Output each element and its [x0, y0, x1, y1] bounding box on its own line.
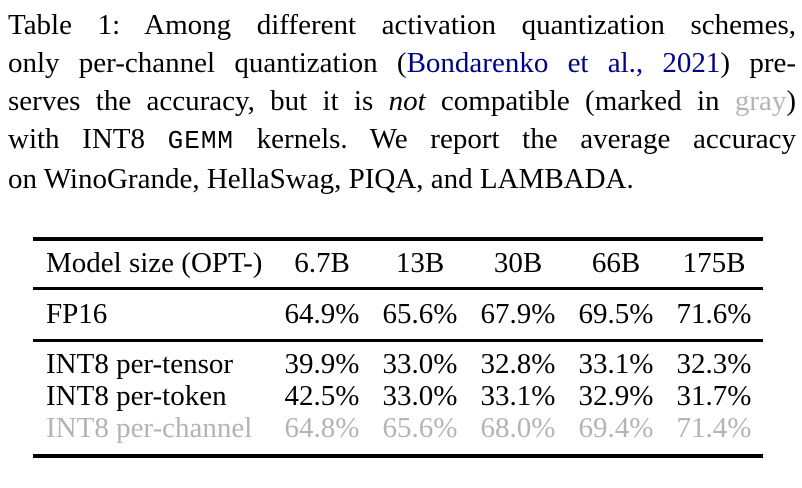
caption-line: Table 1: Among different activation quan… [8, 6, 796, 44]
caption-emphasis: not [388, 85, 426, 117]
caption-text: compatible (marked in [425, 85, 735, 117]
cell-value: 69.4% [578, 412, 654, 444]
cell-value: 39.9% [284, 348, 360, 380]
caption-line: on WinoGrande, HellaSwag, PIQA, and LAMB… [8, 160, 796, 198]
table-row-int8-per-token: INT8 per-token 42.5% 33.0% 33.1% 32.9% 3… [33, 380, 763, 412]
column-header-175b: 175B [682, 247, 746, 279]
cell-value: 32.3% [676, 348, 752, 380]
results-table-container: Model size (OPT-) 6.7B 13B 30B 66B 175B … [33, 237, 763, 458]
results-table: Model size (OPT-) 6.7B 13B 30B 66B 175B … [33, 237, 763, 458]
caption-line: with INT8 GEMM kernels. We report the av… [8, 120, 796, 160]
cell-value: 31.7% [676, 380, 752, 412]
caption-code-gemm: GEMM [167, 126, 235, 156]
caption-text: Table 1: Among different activation quan… [8, 9, 796, 41]
cell-value: 33.1% [480, 380, 556, 412]
caption-text: kernels. We report the average accuracy [234, 123, 796, 155]
citation-link[interactable]: Bondarenko et al., 2021 [406, 47, 721, 79]
row-label: INT8 per-tensor [46, 348, 234, 380]
table-row-int8-per-tensor: INT8 per-tensor 39.9% 33.0% 32.8% 33.1% … [33, 341, 763, 381]
cell-value: 65.6% [382, 298, 458, 330]
column-header-6-7b: 6.7B [294, 247, 350, 279]
caption-text: with INT8 [8, 123, 168, 155]
caption-text: on WinoGrande, HellaSwag, PIQA, and LAMB… [8, 163, 634, 195]
cell-value: 33.1% [578, 348, 654, 380]
column-header-30b: 30B [493, 247, 543, 279]
column-header-13b: 13B [395, 247, 445, 279]
cell-value: 67.9% [480, 298, 556, 330]
caption-gray-word: gray [734, 85, 787, 117]
table-row-int8-per-channel: INT8 per-channel 64.8% 65.6% 68.0% 69.4%… [33, 412, 763, 456]
column-header-66b: 66B [591, 247, 641, 279]
cell-value: 69.5% [578, 298, 654, 330]
cell-value: 65.6% [382, 412, 458, 444]
caption-text: ) [786, 85, 797, 117]
cell-value: 33.0% [382, 380, 458, 412]
caption-line: serves the accuracy, but it is not compa… [8, 82, 796, 120]
caption-text: serves the accuracy, but it is [8, 85, 389, 117]
row-label: FP16 [46, 298, 108, 330]
cell-value: 68.0% [480, 412, 556, 444]
row-label: INT8 per-token [46, 380, 227, 412]
cell-value: 42.5% [284, 380, 360, 412]
table-header-row: Model size (OPT-) 6.7B 13B 30B 66B 175B [33, 239, 763, 289]
cell-value: 71.4% [676, 412, 752, 444]
caption-text: ) pre- [720, 47, 797, 79]
cell-value: 32.9% [578, 380, 654, 412]
caption-line: only per-channel quantization (Bondarenk… [8, 44, 796, 82]
column-header-model-size: Model size (OPT-) [46, 247, 263, 279]
caption-text: only per-channel quantization ( [8, 47, 407, 79]
cell-value: 64.8% [284, 412, 360, 444]
cell-value: 32.8% [480, 348, 556, 380]
table-caption: Table 1: Among different activation quan… [8, 6, 796, 198]
cell-value: 33.0% [382, 348, 458, 380]
table-row-fp16: FP16 64.9% 65.6% 67.9% 69.5% 71.6% [33, 289, 763, 341]
cell-value: 71.6% [676, 298, 752, 330]
row-label: INT8 per-channel [46, 412, 253, 444]
cell-value: 64.9% [284, 298, 360, 330]
